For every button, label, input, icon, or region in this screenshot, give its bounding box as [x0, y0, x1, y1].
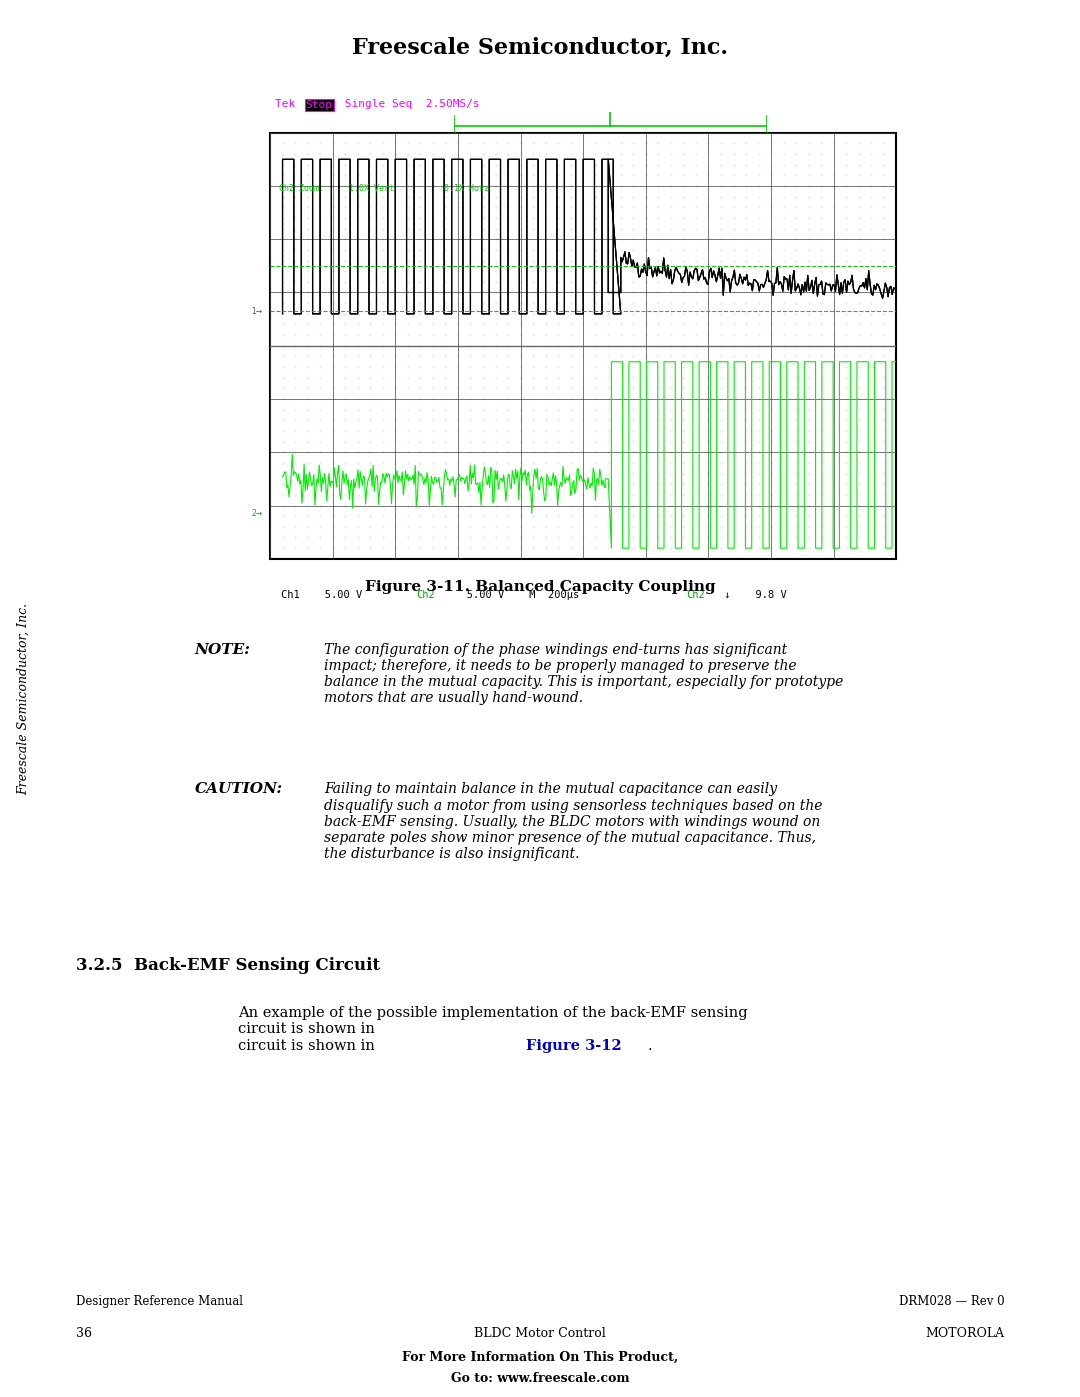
Text: Tek: Tek: [275, 99, 302, 109]
Text: BLDC Motor Control: BLDC Motor Control: [87, 42, 305, 61]
Text: ↓    9.8 V: ↓ 9.8 V: [718, 590, 787, 599]
Text: The configuration of the phase windings end-turns has significant
impact; theref: The configuration of the phase windings …: [324, 643, 843, 705]
Text: .: .: [648, 1039, 652, 1053]
Text: 3.2.5  Back-EMF Sensing Circuit: 3.2.5 Back-EMF Sensing Circuit: [76, 957, 380, 974]
Text: Ch2: Ch2: [416, 590, 434, 599]
Text: DRM028 — Rev 0: DRM028 — Rev 0: [899, 1295, 1004, 1308]
Text: CAUTION:: CAUTION:: [194, 782, 283, 796]
Text: Freescale Semiconductor, Inc.: Freescale Semiconductor, Inc.: [352, 36, 728, 59]
Text: Stop: Stop: [306, 101, 333, 110]
Text: Go to: www.freescale.com: Go to: www.freescale.com: [450, 1372, 630, 1384]
Text: 36: 36: [76, 1327, 92, 1340]
Text: BLDC Motor Control: BLDC Motor Control: [474, 1327, 606, 1340]
Text: Ch2: Ch2: [686, 590, 704, 599]
Text: Figure 3-12: Figure 3-12: [526, 1039, 622, 1053]
Text: Figure 3-11. Balanced Capacity Coupling: Figure 3-11. Balanced Capacity Coupling: [365, 580, 715, 594]
Text: MOTOROLA: MOTOROLA: [926, 1327, 1004, 1340]
Text: Freescale Semiconductor, Inc.: Freescale Semiconductor, Inc.: [17, 602, 30, 795]
Text: NOTE:: NOTE:: [194, 643, 251, 657]
Text: 1→: 1→: [252, 306, 262, 316]
Text: Single Seq  2.50MS/s: Single Seq 2.50MS/s: [338, 99, 480, 109]
Text: Ch2 Zoom:     1.0X Vert          0.1X Horz: Ch2 Zoom: 1.0X Vert 0.1X Horz: [280, 184, 489, 193]
Text: 2→: 2→: [252, 509, 262, 518]
Text: For More Information On This Product,: For More Information On This Product,: [402, 1351, 678, 1363]
Text: 5.00 V    M  200μs: 5.00 V M 200μs: [448, 590, 592, 599]
Text: Ch1    5.00 V: Ch1 5.00 V: [281, 590, 387, 599]
Text: Failing to maintain balance in the mutual capacitance can easily
disqualify such: Failing to maintain balance in the mutua…: [324, 782, 823, 861]
Text: Designer Reference Manual: Designer Reference Manual: [76, 1295, 243, 1308]
Text: An example of the possible implementation of the back-EMF sensing
circuit is sho: An example of the possible implementatio…: [238, 1006, 747, 1037]
Text: circuit is shown in: circuit is shown in: [238, 1039, 379, 1053]
